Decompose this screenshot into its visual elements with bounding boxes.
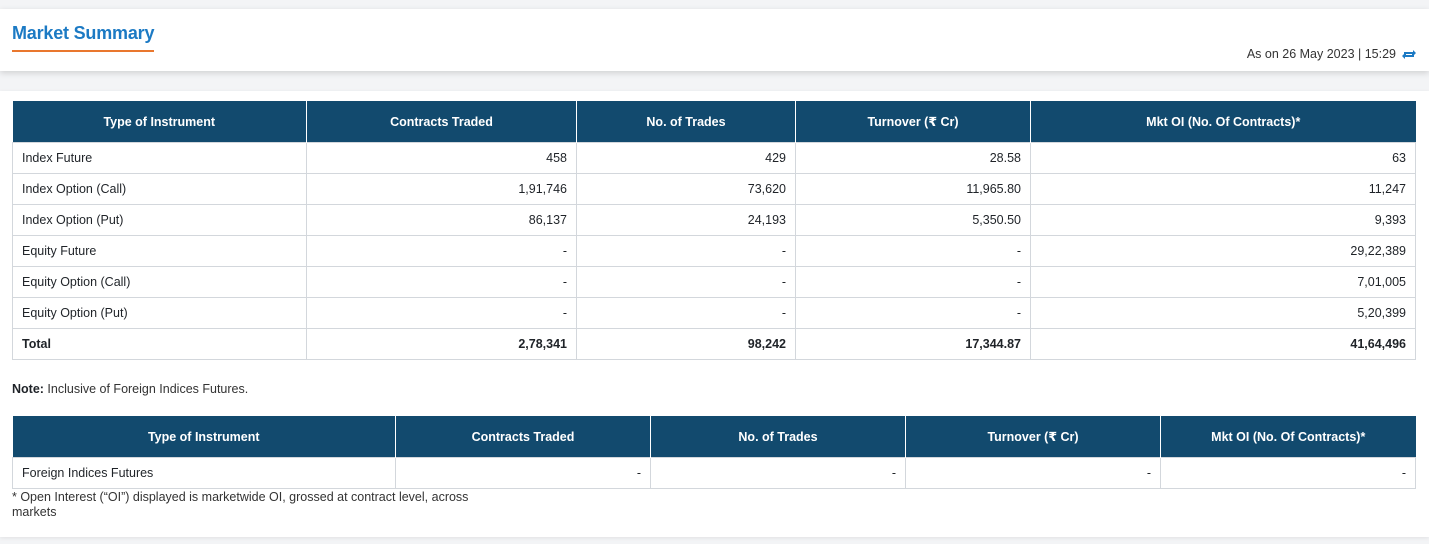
note: Note: Inclusive of Foreign Indices Futur… — [12, 382, 248, 396]
table-cell: - — [306, 235, 577, 267]
table-row: Index Future 458 429 28.58 63 — [12, 142, 1416, 174]
table-cell: Equity Future — [12, 235, 307, 267]
table-cell: 73,620 — [576, 173, 796, 205]
table-cell: 2,78,341 — [306, 328, 577, 360]
foreign-indices-table: Type of Instrument Contracts Traded No. … — [12, 416, 1416, 489]
table-cell: 429 — [576, 142, 796, 174]
table-cell: 9,393 — [1030, 204, 1416, 236]
table-cell: - — [1160, 457, 1416, 489]
table-cell: - — [795, 235, 1031, 267]
table-cell: 29,22,389 — [1030, 235, 1416, 267]
market-summary-table: Type of Instrument Contracts Traded No. … — [12, 101, 1416, 360]
table-cell: Index Future — [12, 142, 307, 174]
column-header: Turnover (₹ Cr) — [905, 416, 1161, 458]
table-cell: Equity Option (Call) — [12, 266, 307, 298]
table-cell: - — [905, 457, 1161, 489]
table-row: Index Option (Put) 86,137 24,193 5,350.5… — [12, 204, 1416, 236]
column-header: Mkt OI (No. Of Contracts)* — [1160, 416, 1416, 458]
table-cell: 458 — [306, 142, 577, 174]
table-header-row: Type of Instrument Contracts Traded No. … — [12, 416, 1416, 458]
column-header: No. of Trades — [650, 416, 906, 458]
table-cell: - — [306, 266, 577, 298]
table-cell: 41,64,496 — [1030, 328, 1416, 360]
table-row: Equity Option (Call) - - - 7,01,005 — [12, 266, 1416, 298]
table-cell: 11,965.80 — [795, 173, 1031, 205]
column-header: Contracts Traded — [395, 416, 651, 458]
table-cell: - — [650, 457, 906, 489]
table-cell: - — [576, 297, 796, 329]
table-cell: - — [576, 266, 796, 298]
page-title: Market Summary — [12, 23, 155, 43]
open-interest-footnote: * Open Interest (“OI”) displayed is mark… — [12, 490, 469, 519]
table-header-row: Type of Instrument Contracts Traded No. … — [12, 101, 1416, 143]
table-cell: Foreign Indices Futures — [12, 457, 396, 489]
note-text: Inclusive of Foreign Indices Futures. — [43, 382, 249, 396]
table-cell: 11,247 — [1030, 173, 1416, 205]
as-on-timestamp: As on 26 May 2023 | 15:29 — [1247, 47, 1417, 61]
column-header: Type of Instrument — [12, 101, 307, 143]
column-header: Contracts Traded — [306, 101, 577, 143]
column-header: Mkt OI (No. Of Contracts)* — [1030, 101, 1416, 143]
table-cell: - — [576, 235, 796, 267]
table-row: Equity Option (Put) - - - 5,20,399 — [12, 297, 1416, 329]
table-cell: 17,344.87 — [795, 328, 1031, 360]
table-cell: 63 — [1030, 142, 1416, 174]
table-cell: - — [795, 266, 1031, 298]
table-cell: 28.58 — [795, 142, 1031, 174]
table-row: Equity Future - - - 29,22,389 — [12, 235, 1416, 267]
table-cell: 98,242 — [576, 328, 796, 360]
note-label: Note: — [12, 382, 44, 396]
table-cell: - — [395, 457, 651, 489]
column-header: Turnover (₹ Cr) — [795, 101, 1031, 143]
table-cell: Index Option (Call) — [12, 173, 307, 205]
table-cell: - — [306, 297, 577, 329]
table-cell: Total — [12, 328, 307, 360]
table-cell: 5,20,399 — [1030, 297, 1416, 329]
column-header: No. of Trades — [576, 101, 796, 143]
total-row: Total 2,78,341 98,242 17,344.87 41,64,49… — [12, 328, 1416, 360]
header-card: Market Summary As on 26 May 2023 | 15:29 — [0, 9, 1429, 71]
table-cell: 5,350.50 — [795, 204, 1031, 236]
table-cell: - — [795, 297, 1031, 329]
table-row: Foreign Indices Futures - - - - — [12, 457, 1416, 489]
content-card: Type of Instrument Contracts Traded No. … — [0, 91, 1429, 537]
table-cell: 1,91,746 — [306, 173, 577, 205]
title-underline — [12, 50, 154, 52]
table-cell: 7,01,005 — [1030, 266, 1416, 298]
table-cell: Index Option (Put) — [12, 204, 307, 236]
refresh-icon[interactable] — [1401, 48, 1417, 61]
table-cell: 86,137 — [306, 204, 577, 236]
table-cell: 24,193 — [576, 204, 796, 236]
table-cell: Equity Option (Put) — [12, 297, 307, 329]
as-on-text: As on 26 May 2023 | 15:29 — [1246, 47, 1396, 61]
table-row: Index Option (Call) 1,91,746 73,620 11,9… — [12, 173, 1416, 205]
column-header: Type of Instrument — [12, 416, 396, 458]
